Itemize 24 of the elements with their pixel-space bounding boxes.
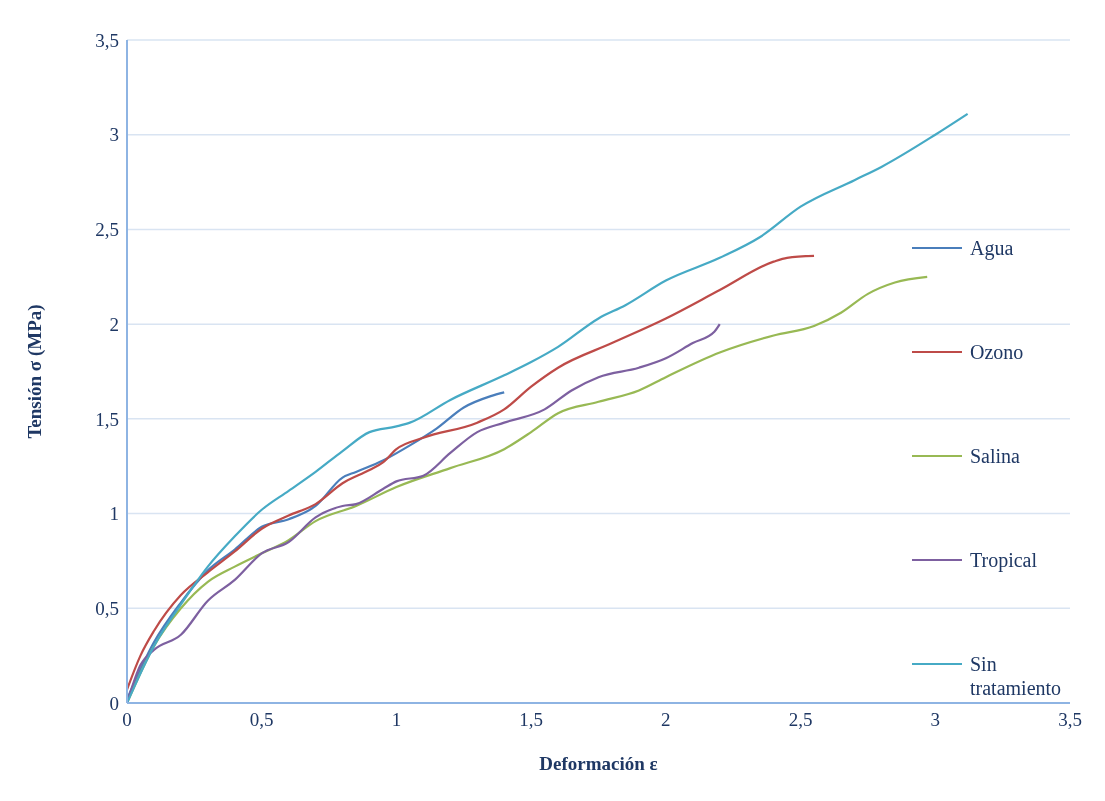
y-axis-title: Tensión σ (MPa) bbox=[23, 304, 46, 439]
x-tick-label: 3 bbox=[930, 709, 941, 731]
x-tick-label: 2,5 bbox=[788, 709, 813, 731]
x-tick-label: 2 bbox=[661, 709, 671, 731]
line-series bbox=[127, 254, 816, 691]
x-axis-title: Deformación ε bbox=[539, 753, 658, 774]
legend-label: Ozono bbox=[970, 340, 1025, 364]
legend-label: Tropical bbox=[970, 548, 1039, 572]
y-tick-label: 1 bbox=[109, 503, 119, 525]
legend-label: Agua bbox=[970, 236, 1015, 260]
legend-label: Salina bbox=[970, 444, 1021, 468]
y-tick-label: 2,5 bbox=[95, 219, 119, 241]
x-tick-label: 1,5 bbox=[519, 709, 544, 731]
x-tick-label: 0,5 bbox=[249, 709, 274, 731]
y-tick-label: 2 bbox=[109, 313, 119, 335]
legend-label: Sin tratamiento bbox=[970, 652, 1063, 700]
line-series bbox=[127, 112, 969, 703]
y-tick-label: 3 bbox=[109, 124, 119, 146]
y-tick-label: 0,5 bbox=[95, 598, 119, 620]
y-tick-label: 0 bbox=[109, 692, 119, 714]
x-tick-label: 3,5 bbox=[1058, 709, 1082, 731]
x-tick-label: 1 bbox=[391, 709, 402, 731]
y-tick-label: 3,5 bbox=[95, 29, 119, 51]
y-tick-label: 1,5 bbox=[95, 408, 119, 430]
